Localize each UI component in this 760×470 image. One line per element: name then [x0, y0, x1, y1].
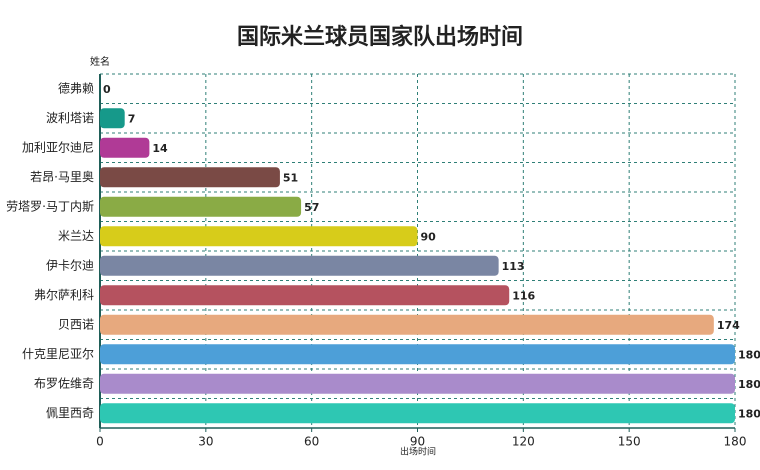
x-tick-label: 120	[512, 435, 535, 449]
x-tick-label: 180	[724, 435, 747, 449]
y-tick-label: 若昂·马里奥	[30, 170, 94, 184]
bar	[100, 255, 499, 276]
y-tick-label: 伊卡尔迪	[46, 257, 94, 272]
value-label: 174	[717, 319, 740, 332]
value-label: 14	[152, 142, 168, 155]
x-tick-label: 60	[304, 435, 319, 449]
value-label: 57	[304, 201, 319, 214]
bar	[100, 314, 714, 335]
bar	[100, 226, 418, 247]
x-tick-label: 30	[198, 435, 213, 449]
bar	[100, 344, 735, 365]
y-tick-label: 波利塔诺	[46, 111, 94, 125]
bar	[100, 285, 510, 306]
chart-title: 国际米兰球员国家队出场时间	[237, 24, 523, 50]
y-tick-label: 加利亚尔迪尼	[22, 139, 94, 154]
value-label: 0	[103, 83, 111, 96]
bar	[100, 108, 125, 129]
x-tick-label: 150	[618, 435, 641, 449]
value-label: 180	[738, 378, 760, 391]
value-label: 180	[738, 407, 760, 420]
x-tick-label: 90	[410, 435, 425, 449]
y-tick-label: 德弗赖	[58, 80, 94, 95]
x-axis-label: 出场时间	[400, 446, 436, 458]
bar	[100, 403, 735, 424]
value-label: 7	[128, 112, 136, 125]
y-tick-label: 米兰达	[58, 229, 94, 243]
value-label: 113	[502, 260, 525, 273]
bar	[100, 137, 150, 158]
y-tick-label: 劳塔罗·马丁内斯	[6, 199, 94, 213]
y-tick-label: 佩里西奇	[46, 406, 94, 420]
y-axis-label: 姓名	[90, 55, 110, 68]
y-tick-label: 什克里尼亚尔	[22, 346, 94, 361]
y-tick-label: 贝西诺	[58, 317, 94, 331]
value-label: 116	[512, 289, 535, 302]
bar	[100, 373, 735, 394]
value-label: 51	[283, 171, 298, 184]
bar	[100, 167, 280, 188]
x-tick-label: 0	[96, 435, 104, 449]
y-tick-label: 布罗佐维奇	[34, 376, 94, 390]
bar	[100, 196, 302, 217]
y-tick-label: 弗尔萨利科	[34, 287, 94, 302]
value-label: 180	[738, 348, 760, 361]
value-label: 90	[421, 230, 437, 243]
